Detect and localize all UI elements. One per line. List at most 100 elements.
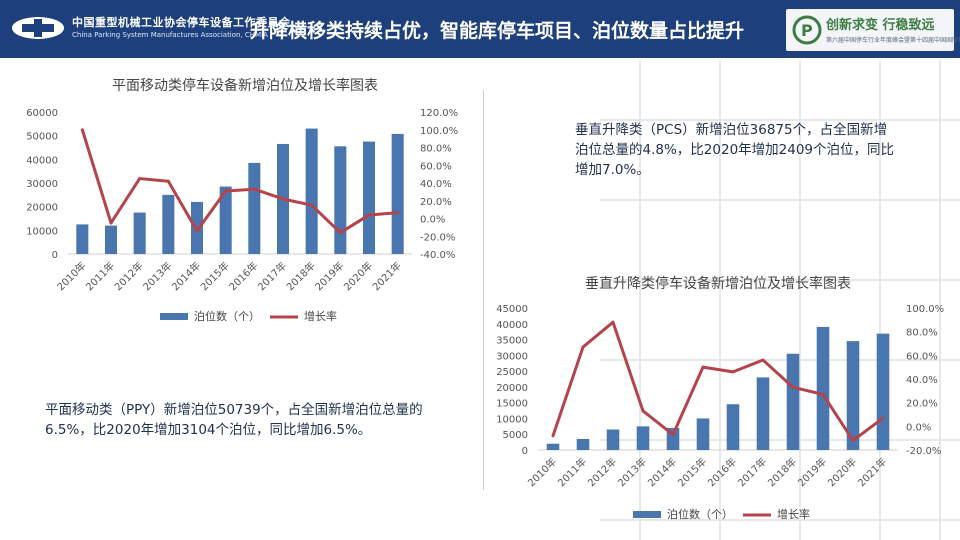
bar [362, 141, 376, 254]
y-right-tick-label: 0.0% [420, 215, 445, 226]
y-right-tick-label: -20.0% [906, 446, 941, 457]
growth-rate-point [851, 439, 855, 443]
bar [756, 377, 770, 450]
x-tick-label: 2018年 [765, 455, 799, 489]
y-left-tick-label: 45000 [496, 304, 528, 315]
ppy-summary-text: 平面移动类（PPY）新增泊位50739个，占全国新增泊位总量的6.5%，比202… [45, 402, 423, 438]
x-tick-label: 2016年 [226, 259, 260, 293]
growth-rate-point [224, 189, 228, 193]
y-right-tick-label: 20.0% [906, 399, 938, 410]
legend-label-bars: 泊位数（个） [667, 507, 733, 521]
bar [248, 162, 261, 254]
y-left-tick-label: 15000 [496, 399, 528, 410]
legend-label-bars: 泊位数（个） [194, 309, 260, 323]
bar [696, 418, 710, 450]
growth-rate-point [252, 187, 256, 191]
bar [606, 429, 620, 450]
growth-rate-point [581, 345, 585, 349]
bar [846, 341, 860, 450]
chart-title: 平面移动类停车设备新增泊位及增长率图表 [112, 77, 378, 94]
x-tick-label: 2013年 [140, 259, 174, 293]
chart-title: 垂直升降类停车设备新增泊位及增长率图表 [585, 275, 851, 292]
y-right-tick-label: -40.0% [420, 250, 455, 261]
growth-rate-point [551, 434, 555, 438]
x-tick-label: 2011年 [555, 455, 589, 489]
x-tick-label: 2014年 [169, 259, 203, 293]
bar [391, 133, 404, 254]
growth-rate-point [671, 433, 675, 437]
x-tick-label: 2013年 [615, 455, 649, 489]
y-right-tick-label: 40.0% [420, 179, 452, 190]
x-tick-label: 2018年 [284, 259, 318, 293]
org-name-en: China Parking System Manufactures Associ… [72, 31, 268, 39]
x-tick-label: 2016年 [705, 455, 739, 489]
growth-rate-point [138, 177, 142, 181]
bar [636, 426, 650, 450]
growth-rate-point [367, 213, 371, 217]
growth-rate-point [338, 231, 342, 235]
bar [104, 225, 118, 254]
growth-rate-point [195, 229, 199, 233]
header-bar: 中国重型机械工业协会停车设备工作委员会 China Parking System… [0, 0, 960, 58]
x-tick-label: 2020年 [825, 455, 859, 489]
y-left-tick-label: 5000 [503, 430, 528, 441]
pcs-chart: 垂直升降类停车设备新增泊位及增长率图表 0 5000 10000 15000 20000 2… [488, 268, 948, 530]
x-tick-label: 2010年 [54, 259, 88, 293]
y-left-tick-label: 40000 [496, 320, 528, 331]
bar [576, 438, 590, 450]
legend-swatch-bars [160, 313, 188, 320]
growth-rate-point [761, 358, 765, 362]
page-title: 升降横移类持续占优，智能库停车项目、泊位数量占比提升 [250, 20, 745, 42]
x-tick-label: 2015年 [198, 259, 232, 293]
y-left-tick-label: 25000 [496, 367, 528, 378]
y-right-tick-label: 20.0% [420, 197, 452, 208]
divider-line [483, 90, 484, 490]
y-right-tick-label: 80.0% [906, 328, 938, 339]
y-right-tick-label: 0.0% [906, 422, 931, 433]
y-left-tick-label: 0 [522, 446, 528, 457]
summit-logo-icon: P [792, 15, 822, 45]
summit-badge: P 创新求变 行稳致远 第六届中国停车行业年度峰会暨第十四届中国国际停车设备展览… [786, 9, 960, 51]
bar [816, 326, 830, 450]
y-right-tick-label: 60.0% [906, 351, 938, 362]
y-left-tick-label: 20000 [496, 383, 528, 394]
x-tick-label: 2012年 [585, 455, 619, 489]
x-tick-label: 2015年 [675, 455, 709, 489]
growth-rate-point [281, 197, 285, 201]
y-right-tick-label: 40.0% [906, 375, 938, 386]
y-right-tick-label: 100.0% [906, 304, 944, 315]
x-tick-label: 2017年 [735, 455, 769, 489]
association-logo: 中国重型机械工业协会停车设备工作委员会 China Parking System… [10, 12, 290, 46]
y-left-tick-label: 20000 [26, 203, 58, 214]
x-tick-label: 2019年 [795, 455, 829, 489]
bar [876, 333, 890, 450]
background-rack-illustration [600, 60, 960, 540]
x-tick-label: 2017年 [255, 259, 289, 293]
chart-svg: 垂直升降类停车设备新增泊位及增长率图表 0 5000 10000 15000 20000 2… [496, 275, 944, 521]
growth-rate-point [166, 179, 170, 183]
growth-rate-point [791, 385, 795, 389]
legend-swatch-bars [633, 511, 661, 518]
summit-slogan: 创新求变 行稳致远 [826, 18, 935, 33]
x-tick-label: 2021年 [855, 455, 889, 489]
y-right-tick-label: 100.0% [420, 126, 458, 137]
bar [546, 443, 560, 450]
y-left-tick-label: 10000 [496, 414, 528, 425]
bar [133, 212, 146, 254]
x-tick-label: 2011年 [83, 259, 117, 293]
growth-rate-point [310, 203, 314, 207]
growth-rate-point [641, 409, 645, 413]
x-tick-label: 2014年 [645, 455, 679, 489]
y-left-tick-label: 30000 [26, 179, 58, 190]
growth-rate-point [396, 211, 400, 215]
y-left-tick-label: 50000 [26, 132, 58, 143]
chart-svg: 平面移动类停车设备新增泊位及增长率图表 0 10000 20000 30000 40000… [26, 77, 458, 323]
growth-rate-line [551, 320, 884, 443]
legend-label-line: 增长率 [304, 309, 337, 323]
pcs-summary-text: 垂直升降类（PCS）新增泊位36875个，占全国新增泊位总量的4.8%，比202… [575, 122, 895, 178]
org-name-cn: 中国重型机械工业协会停车设备工作委员会 [72, 16, 291, 29]
growth-rate-point [731, 370, 735, 374]
x-tick-label: 2021年 [370, 259, 404, 293]
y-left-tick-label: 40000 [26, 155, 58, 166]
bar [726, 404, 740, 450]
